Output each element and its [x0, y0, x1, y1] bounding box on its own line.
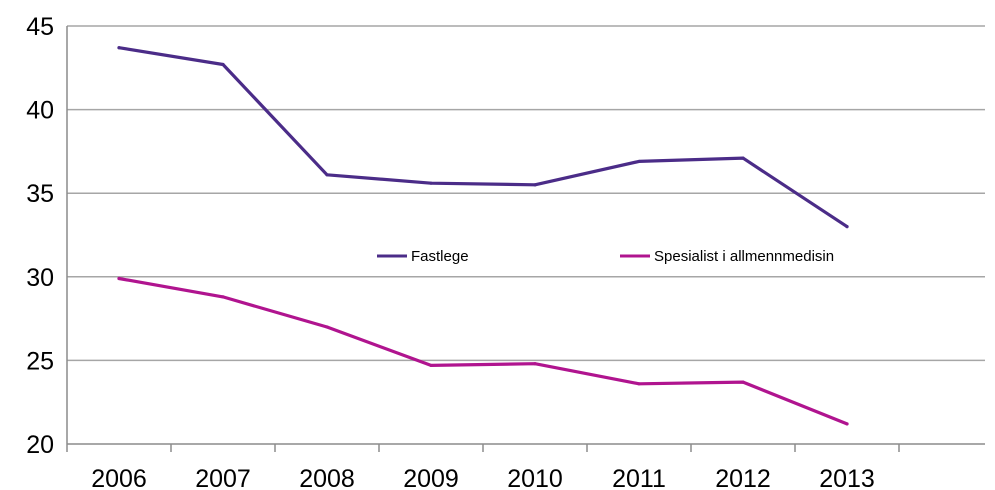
data-point — [221, 62, 225, 67]
series-lines — [117, 46, 849, 426]
data-point — [741, 156, 745, 160]
x-tick-label: 2012 — [715, 465, 771, 490]
series-line-0 — [117, 46, 849, 229]
data-point — [117, 276, 121, 281]
x-tick-label: 2010 — [507, 465, 563, 490]
y-tick-label: 35 — [26, 180, 54, 208]
axes — [66, 26, 985, 452]
data-point — [221, 295, 225, 299]
data-point — [741, 380, 745, 384]
x-tick-label: 2011 — [612, 465, 666, 490]
y-tick-label: 45 — [26, 13, 54, 41]
data-point — [845, 422, 849, 426]
x-tick-label: 2007 — [195, 465, 251, 490]
legend-label: Fastlege — [411, 248, 469, 265]
x-tick-label: 2009 — [403, 465, 459, 490]
x-tick-label: 2008 — [299, 465, 355, 490]
series-line-1 — [117, 276, 849, 426]
data-point — [637, 159, 641, 164]
data-point — [429, 363, 433, 368]
x-tick-labels: 2006 2007 2008 2009 2010 2011 2012 2013 — [91, 465, 875, 490]
data-point — [325, 173, 329, 177]
data-point — [429, 181, 433, 185]
data-point — [845, 225, 849, 229]
x-tick-label: 2013 — [819, 465, 875, 490]
y-tick-label: 20 — [26, 431, 54, 459]
legend: Fastlege Spesialist i allmennmedisin — [377, 248, 834, 265]
data-point — [637, 382, 641, 386]
y-tick-label: 30 — [26, 264, 54, 292]
data-point — [325, 325, 329, 329]
data-point — [533, 183, 537, 187]
y-tick-label: 40 — [26, 97, 54, 125]
legend-label: Spesialist i allmennmedisin — [654, 248, 834, 265]
y-tick-labels: 20 25 30 35 40 45 — [26, 13, 54, 459]
data-point — [117, 46, 121, 50]
data-point — [533, 362, 537, 366]
x-tick-label: 2006 — [91, 465, 147, 490]
y-tick-label: 25 — [26, 347, 54, 375]
gridlines — [67, 25, 985, 362]
